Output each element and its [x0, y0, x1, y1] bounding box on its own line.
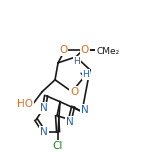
Text: CMe₂: CMe₂	[96, 47, 119, 56]
Text: N: N	[81, 105, 89, 115]
Text: H: H	[74, 57, 80, 66]
Text: O: O	[59, 45, 67, 55]
Text: O: O	[70, 87, 78, 97]
Text: N: N	[40, 127, 48, 137]
Text: O: O	[81, 45, 89, 55]
Text: H: H	[83, 70, 89, 79]
Text: N: N	[40, 103, 48, 113]
Text: HO: HO	[17, 99, 33, 109]
Text: Cl: Cl	[53, 141, 63, 151]
Text: N: N	[66, 117, 74, 127]
